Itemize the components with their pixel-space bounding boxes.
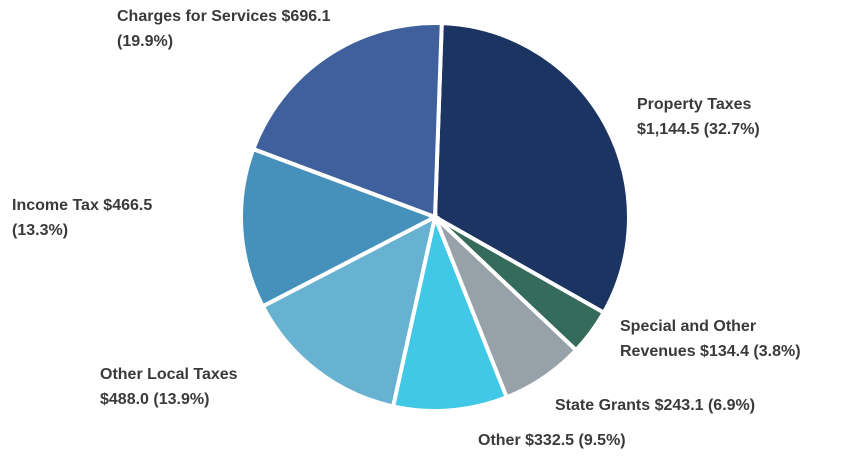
category-name: Charges for Services bbox=[117, 8, 278, 25]
category-name: Income Tax bbox=[12, 197, 99, 214]
value-label: $243.1 (6.9%) bbox=[654, 397, 756, 414]
slice-label: Income Tax $466.5 (13.3%) bbox=[12, 193, 172, 243]
slice-label: State Grants $243.1 (6.9%) bbox=[555, 393, 825, 418]
slice-label: Other $332.5 (9.5%) bbox=[478, 428, 738, 453]
pie-slice bbox=[390, 210, 510, 413]
category-name: State Grants bbox=[555, 397, 651, 414]
pie-slice bbox=[239, 146, 440, 309]
pie-slice bbox=[260, 213, 438, 409]
pie-slice bbox=[250, 21, 444, 220]
slice-label: Special and Other Revenues $134.4 (3.8%) bbox=[620, 314, 825, 364]
slice-label: Other Local Taxes $488.0 (13.9%) bbox=[100, 362, 290, 412]
category-name: Property Taxes bbox=[637, 96, 752, 113]
pie-slice bbox=[432, 21, 631, 316]
value-label: $332.5 (9.5%) bbox=[525, 432, 626, 449]
category-name: Other Local Taxes bbox=[100, 366, 238, 383]
category-name: Other bbox=[478, 432, 521, 449]
value-label: $488.0 (13.9%) bbox=[100, 391, 210, 408]
slice-label: Property Taxes $1,144.5 (32.7%) bbox=[637, 92, 817, 142]
value-label: $696.1 (19.9%) bbox=[117, 8, 331, 50]
slice-label: Charges for Services $696.1 (19.9%) bbox=[117, 4, 347, 54]
value-label: $1,144.5 (32.7%) bbox=[637, 121, 760, 138]
category-name: Special and Other Revenues bbox=[620, 318, 757, 360]
value-label: $466.5 (13.3%) bbox=[12, 197, 153, 239]
value-label: $134.4 (3.8%) bbox=[700, 343, 801, 360]
